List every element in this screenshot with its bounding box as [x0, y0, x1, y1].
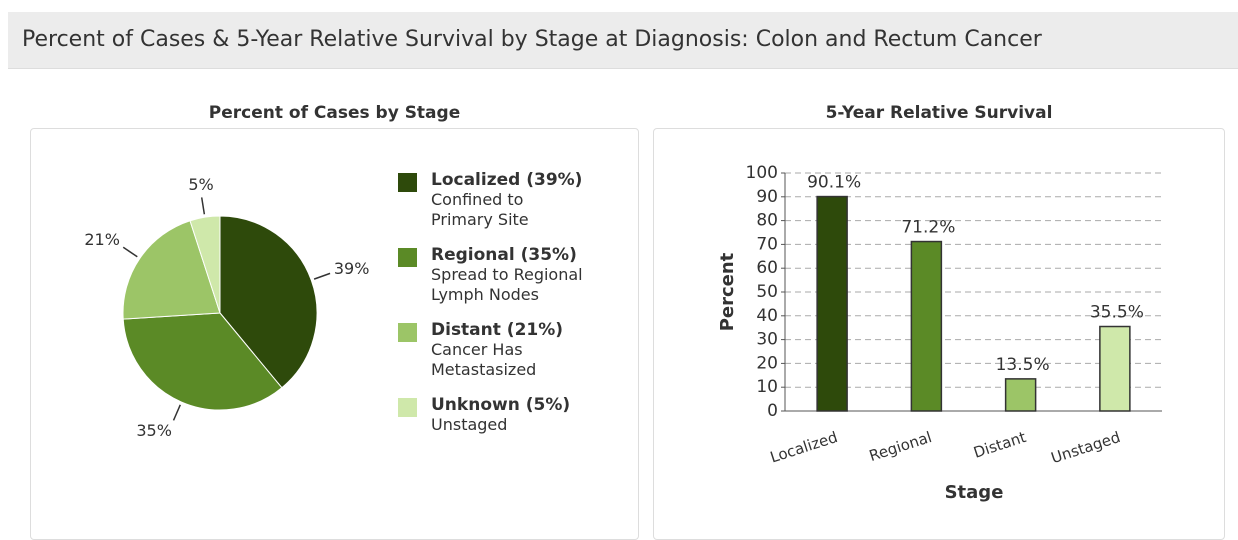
- x-axis-label: Stage: [945, 482, 1004, 503]
- y-tick-label: 60: [756, 258, 778, 278]
- legend-description: Spread to Regional Lymph Nodes: [431, 265, 583, 305]
- page-title: Percent of Cases & 5-Year Relative Survi…: [22, 27, 1042, 52]
- legend-label: Localized (39%): [431, 170, 583, 190]
- legend-description-line: Primary Site: [431, 210, 529, 229]
- slice-label: 5%: [188, 175, 213, 194]
- charts: 39% 35% 21% 5% 0 10 20 30 40 50 60 70 80 90 100 90.1% Lo…: [84, 163, 1162, 503]
- x-tick-label: Distant: [971, 428, 1028, 462]
- legend-swatch: [398, 323, 417, 342]
- y-tick-label: 70: [756, 234, 778, 254]
- y-tick-label: 40: [756, 306, 778, 326]
- legend-label: Distant (21%): [431, 320, 564, 340]
- legend-description-line: Metastasized: [431, 360, 537, 379]
- chart-title: 5-Year Relative Survival: [825, 103, 1053, 123]
- value-label: 90.1%: [807, 173, 861, 193]
- slice-label: 21%: [84, 230, 120, 249]
- legend-swatch: [398, 173, 417, 192]
- legend-description-line: Spread to Regional: [431, 265, 583, 284]
- legend-swatch: [398, 398, 417, 417]
- page: Percent of Cases & 5-Year Relative Survi…: [8, 12, 1238, 540]
- bar: [1004, 378, 1037, 412]
- legend-description: Cancer Has Metastasized: [431, 340, 536, 380]
- x-tick-label: Regional: [867, 428, 934, 465]
- leader-line: [200, 197, 206, 215]
- legend-label: Regional (35%): [431, 245, 577, 265]
- legend-swatch: [398, 248, 417, 267]
- legend-description-line: Cancer Has: [431, 340, 523, 359]
- y-tick-label: 100: [746, 163, 778, 183]
- y-axis-label: Percent: [717, 252, 738, 331]
- pie-slice: [189, 215, 221, 314]
- y-tick-label: 50: [756, 282, 778, 302]
- legend-description-line: Lymph Nodes: [431, 285, 539, 304]
- slice-label: 35%: [136, 421, 172, 440]
- y-tick-label: 0: [767, 401, 778, 421]
- leader-line: [313, 272, 331, 280]
- bar: [816, 195, 848, 412]
- pie-slice: [122, 312, 283, 411]
- x-tick-label: Unstaged: [1049, 428, 1123, 467]
- leader-line: [172, 404, 181, 421]
- pie-slice: [219, 215, 318, 389]
- y-tick-label: 30: [756, 330, 778, 350]
- y-tick-label: 80: [756, 211, 778, 231]
- y-tick-label: 20: [756, 353, 778, 373]
- y-tick-label: 10: [756, 377, 778, 397]
- legend-description: Confined to Primary Site: [431, 190, 529, 230]
- legend-description-line: Confined to: [431, 190, 524, 209]
- header: Percent of Cases & 5-Year Relative Survi…: [8, 12, 1238, 69]
- x-tick-label: Localized: [768, 428, 840, 467]
- pie-slice: [122, 220, 221, 320]
- value-label: 71.2%: [901, 218, 955, 238]
- chart-title: Percent of Cases by Stage: [208, 103, 461, 123]
- legend-description-line: Unstaged: [431, 415, 508, 434]
- value-label: 35.5%: [1090, 303, 1144, 323]
- slice-label: 39%: [334, 259, 370, 278]
- leader-line: [122, 246, 138, 258]
- bar: [910, 240, 943, 412]
- y-tick-label: 90: [756, 187, 778, 207]
- legend-description: Unstaged: [431, 415, 507, 435]
- legend-label: Unknown (5%): [431, 395, 571, 415]
- value-label: 13.5%: [996, 355, 1050, 375]
- bar: [1099, 325, 1131, 412]
